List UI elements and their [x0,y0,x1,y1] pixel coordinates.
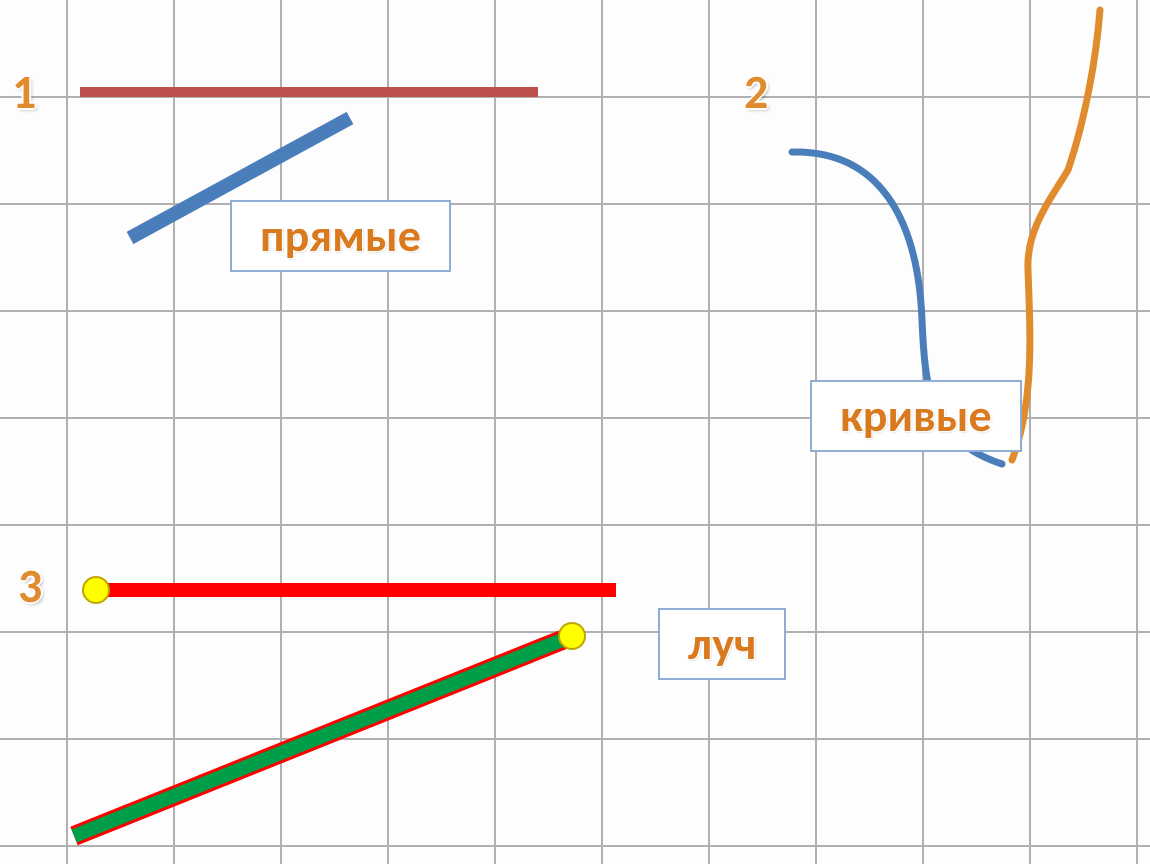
label-number-3: 3 [18,556,42,615]
box-pryamye: прямые [230,200,451,272]
box-luch: луч [658,608,786,680]
box-krivye: кривые [810,380,1022,452]
label-number-1: 1 [12,62,36,121]
label-number-2: 2 [744,62,768,121]
